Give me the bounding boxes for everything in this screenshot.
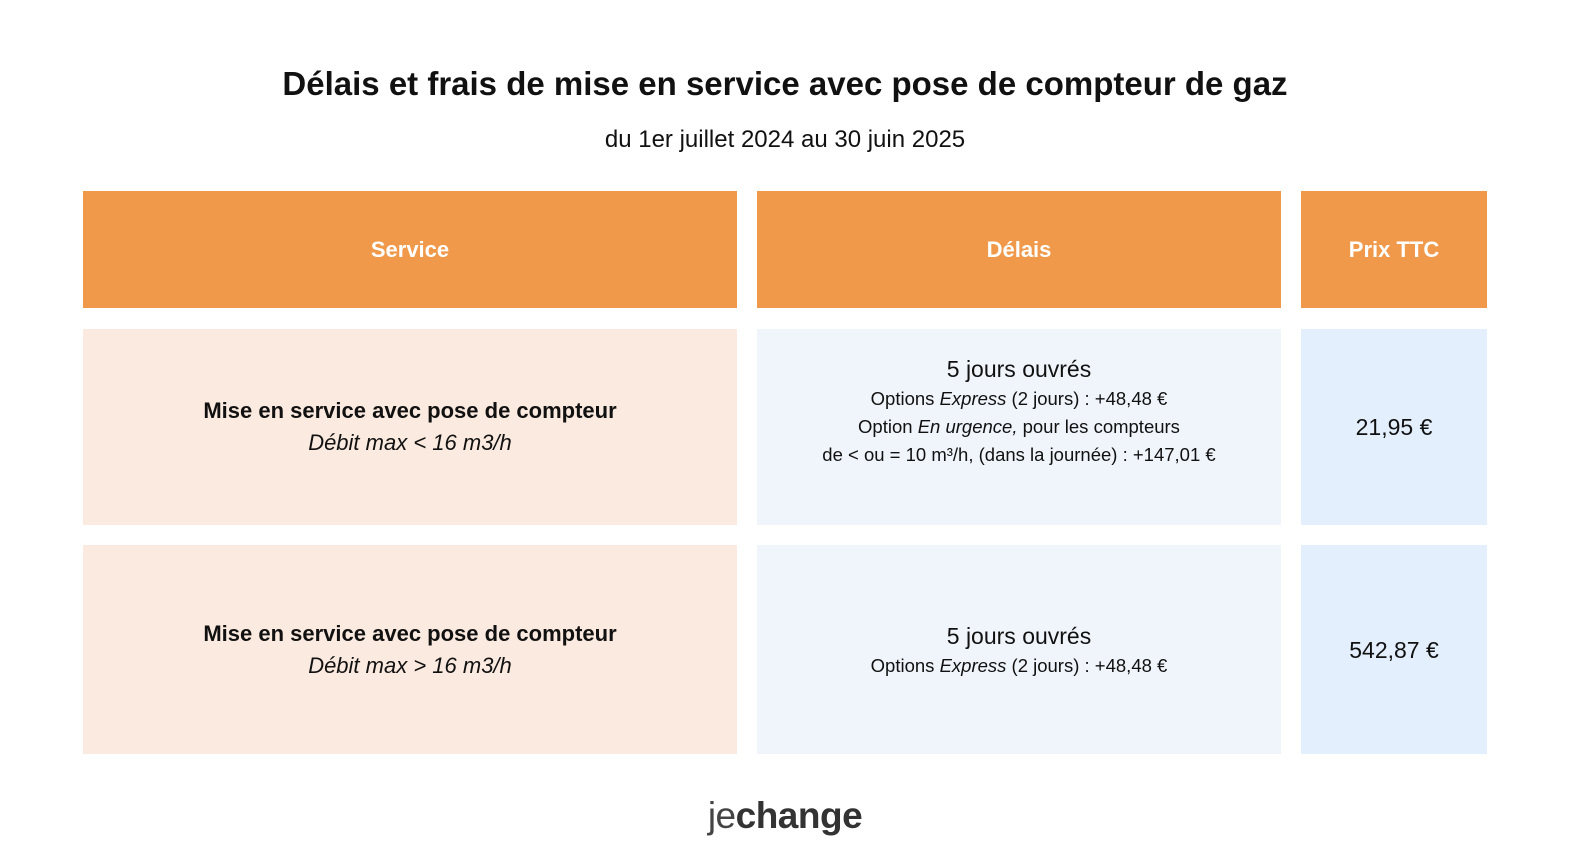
- header-service-label: Service: [370, 236, 450, 262]
- row-1-urgence-option: Option En urgence, pour les compteurs: [858, 413, 1180, 441]
- row-1-prix: 21,95 €: [1355, 414, 1433, 440]
- row-2-express-em: Express: [939, 654, 1007, 676]
- page-title: Délais et frais de mise en service avec …: [282, 65, 1288, 102]
- row-1-service-cell: Mise en service avec pose de compteur Dé…: [83, 329, 737, 525]
- row-2-delai: 5 jours ouvrés: [946, 622, 1092, 649]
- logo-change: change: [735, 795, 863, 836]
- header-service: Service: [83, 191, 737, 308]
- page-subtitle: du 1er juillet 2024 au 30 juin 2025: [604, 126, 966, 153]
- header-prix: Prix TTC: [1301, 191, 1487, 308]
- row-1-express-prefix: Options: [870, 388, 940, 409]
- row-2-express-option: Options Express (2 jours) : +48,48 €: [871, 652, 1168, 680]
- row-2-service-name: Mise en service avec pose de compteur: [203, 620, 617, 646]
- row-2-service-debit: Débit max > 16 m3/h: [308, 652, 512, 678]
- header-delais-label: Délais: [986, 236, 1052, 262]
- row-1-express-em: Express: [939, 388, 1007, 409]
- row-2-express-prefix: Options: [870, 654, 940, 676]
- row-1-delai: 5 jours ouvrés: [946, 356, 1092, 382]
- logo-je: je: [707, 795, 736, 836]
- row-1-urgence-prefix: Option: [858, 416, 918, 437]
- row-1-express-option: Options Express (2 jours) : +48,48 €: [871, 385, 1168, 413]
- row-2-prix: 542,87 €: [1349, 636, 1439, 663]
- row-1-urgence-suffix: pour les compteurs: [1017, 416, 1180, 437]
- row-1-urgence-em: En urgence,: [917, 416, 1018, 437]
- row-1-service-name: Mise en service avec pose de compteur: [203, 398, 617, 423]
- row-1-prix-cell: 21,95 €: [1301, 329, 1487, 525]
- row-1-express-suffix: (2 jours) : +48,48 €: [1006, 388, 1168, 409]
- header-delais: Délais: [757, 191, 1281, 308]
- row-1-delais-cell: 5 jours ouvrés Options Express (2 jours)…: [757, 329, 1281, 525]
- row-1-urgence-line2: de < ou = 10 m³/h, (dans la journée) : +…: [822, 444, 1216, 465]
- row-2-prix-cell: 542,87 €: [1301, 545, 1487, 754]
- row-2-express-suffix: (2 jours) : +48,48 €: [1006, 654, 1168, 676]
- jechange-logo: jechange: [83, 793, 1487, 839]
- row-1-service-debit: Débit max < 16 m3/h: [308, 430, 512, 455]
- row-2-service-cell: Mise en service avec pose de compteur Dé…: [83, 545, 737, 754]
- row-2-delais-cell: 5 jours ouvrés Options Express (2 jours)…: [757, 545, 1281, 754]
- header-prix-label: Prix TTC: [1348, 236, 1440, 262]
